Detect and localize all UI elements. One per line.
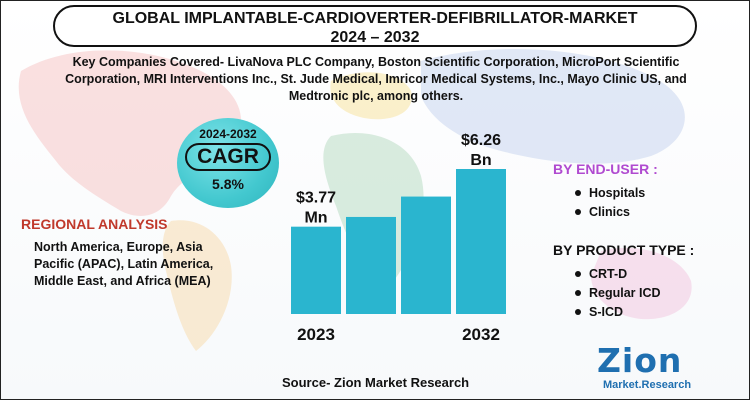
end-user-item: Hospitals <box>573 184 645 203</box>
cagr-years: 2024-2032 <box>199 127 257 141</box>
product-type-title: BY PRODUCT TYPE : <box>553 242 695 258</box>
product-type-item-label: S-ICD <box>589 305 624 319</box>
end-user-item: Clinics <box>573 203 645 222</box>
companies-line-1: Key Companies Covered- LivaNova PLC Comp… <box>72 55 680 69</box>
bar-3 <box>456 169 506 314</box>
x-tick-label: 2032 <box>462 325 500 344</box>
end-user-title: BY END-USER : <box>553 161 658 177</box>
product-type-item: S-ICD <box>573 303 661 322</box>
companies-line-2: Corporation, MRI Interventions Inc., St.… <box>65 72 687 86</box>
regional-line-3: Middle East, and Africa (MEA) <box>34 274 211 288</box>
end-user-item-label: Clinics <box>589 205 630 219</box>
end-user-item-label: Hospitals <box>589 186 646 200</box>
data-label: $3.77 <box>296 190 336 207</box>
regional-analysis-title: REGIONAL ANALYSIS <box>21 216 168 232</box>
bullet-icon <box>575 290 581 296</box>
bar-chart-svg: 2023 2032 $3.77 Mn $6.26 Bn <box>291 132 506 344</box>
cagr-value: 5.8% <box>212 176 244 192</box>
bar-0 <box>291 226 341 314</box>
bullet-icon <box>575 271 581 277</box>
data-label: $6.26 <box>461 132 501 149</box>
regional-analysis-text: North America, Europe, Asia Pacific (APA… <box>34 239 264 290</box>
market-size-chart: 2023 2032 $3.77 Mn $6.26 Bn <box>281 119 521 349</box>
x-tick-label: 2023 <box>297 325 335 344</box>
key-companies: Key Companies Covered- LivaNova PLC Comp… <box>23 54 729 105</box>
title-box: GLOBAL IMPLANTABLE-CARDIOVERTER-DEFIBRIL… <box>53 5 697 47</box>
product-type-item: CRT-D <box>573 265 661 284</box>
zion-logo: Zion Market.Research <box>589 341 699 395</box>
product-type-item: Regular ICD <box>573 284 661 303</box>
bullet-icon <box>575 190 581 196</box>
end-user-list: Hospitals Clinics <box>573 184 645 222</box>
data-label: Bn <box>470 152 491 169</box>
regional-line-1: North America, Europe, Asia <box>34 240 203 254</box>
product-type-item-label: Regular ICD <box>589 286 661 300</box>
source-text: Source- Zion Market Research <box>282 375 470 390</box>
title-line-1: GLOBAL IMPLANTABLE-CARDIOVERTER-DEFIBRIL… <box>112 10 638 27</box>
product-type-list: CRT-D Regular ICD S-ICD <box>573 265 661 322</box>
companies-line-3: Medtronic plc, among others. <box>288 89 464 103</box>
bullet-icon <box>575 309 581 315</box>
cagr-badge: 2024-2032 CAGR 5.8% <box>177 118 279 208</box>
regional-line-2: Pacific (APAC), Latin America, <box>34 257 214 271</box>
product-type-item-label: CRT-D <box>589 267 628 281</box>
logo-sub-text: Market.Research <box>603 379 692 391</box>
bullet-icon <box>575 209 581 215</box>
cagr-label: CAGR <box>185 143 271 171</box>
logo-main-text: Zion <box>597 341 683 380</box>
bar-1 <box>346 216 396 314</box>
data-label: Mn <box>304 210 327 227</box>
title-line-2: 2024 – 2032 <box>330 29 420 46</box>
bar-2 <box>401 196 451 314</box>
